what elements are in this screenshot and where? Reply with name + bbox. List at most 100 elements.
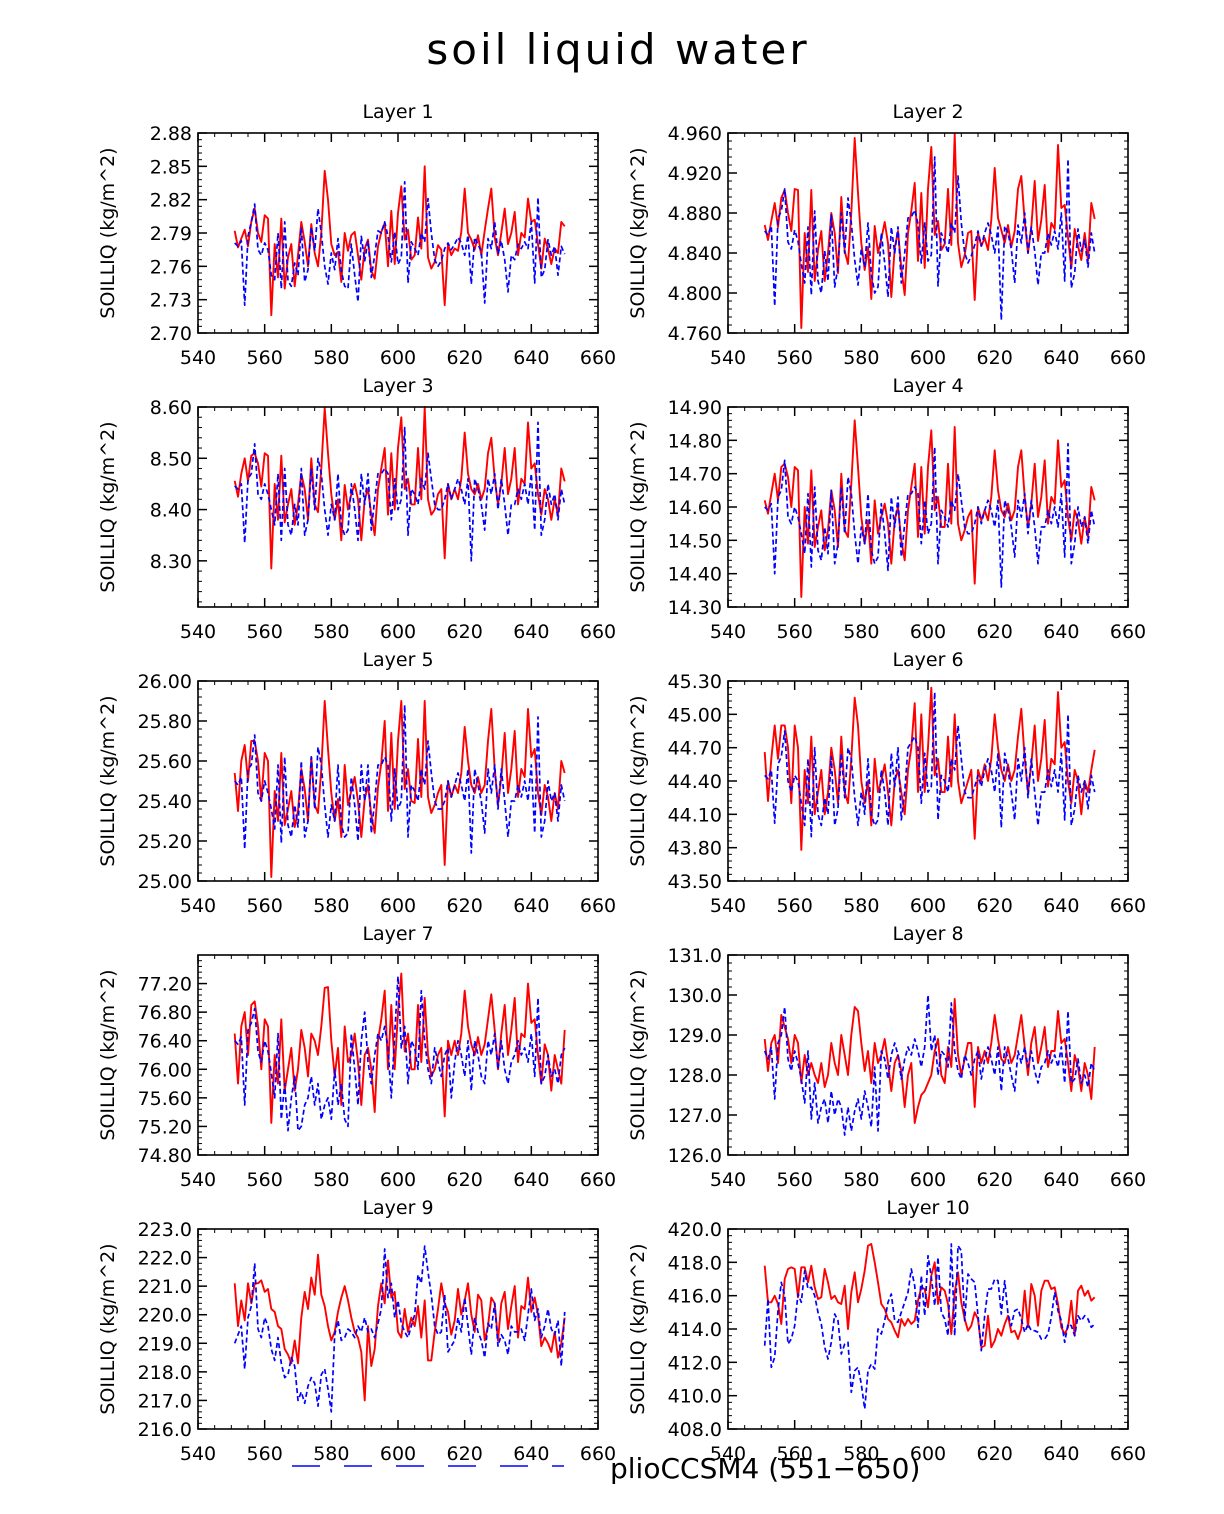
x-tick-label: 620 [977,1443,1013,1465]
y-tick-label: 8.60 [150,397,192,419]
panel-title: Layer 5 [362,649,433,671]
y-tick-label: 14.60 [668,497,722,519]
x-tick-label: 620 [447,1169,483,1191]
x-tick-label: 560 [777,347,813,369]
chart-panel-8: 540 560 580 600 620 640 660 126.0 127.0 128.0 129.… [627,923,1146,1191]
x-tick-label: 560 [247,621,283,643]
y-tick-label: 14.80 [668,430,722,452]
series-line-red [233,406,566,570]
x-tick-label: 580 [313,621,349,643]
x-tick-label: 580 [313,1169,349,1191]
x-tick-label: 640 [513,1169,549,1191]
series-line-blue [234,421,566,562]
x-tick-label: 620 [977,347,1013,369]
x-tick-label: 640 [513,621,549,643]
figure-title: soil liquid water [426,25,809,74]
x-tick-label: 540 [710,895,746,917]
series-line-blue [764,156,1096,321]
x-tick-label: 540 [710,1169,746,1191]
panel-title: Layer 6 [892,649,963,671]
x-tick-label: 600 [910,347,946,369]
x-tick-label: 560 [777,1169,813,1191]
series-line-blue [764,691,1096,838]
x-tick-label: 600 [910,1443,946,1465]
plot-frame [727,680,1129,882]
x-tick-label: 600 [380,895,416,917]
y-tick-label: 43.50 [668,871,722,893]
x-tick-label: 640 [1043,621,1079,643]
y-tick-label: 4.960 [668,123,722,145]
x-tick-label: 660 [580,895,616,917]
chart-panel-2: 540 560 580 600 620 640 660 4.760 4.800 4.840 4.88… [627,101,1146,369]
chart-panel-10: 540 560 580 600 620 640 660 408.0 410.0 412.0 414.… [627,1197,1146,1465]
series-line-red [233,165,566,317]
x-tick-label: 560 [247,1169,283,1191]
y-tick-label: 418.0 [668,1252,722,1274]
y-tick-label: 8.30 [150,551,192,573]
panel-title: Layer 9 [362,1197,433,1219]
chart-panel-7: 540 560 580 600 620 640 660 74.80 75.20 75.60 76.0… [97,923,616,1191]
x-tick-label: 540 [710,1443,746,1465]
x-tick-label: 660 [1110,1443,1146,1465]
y-tick-label: 219.0 [138,1333,192,1355]
plot-frame [727,1228,1129,1430]
x-tick-label: 640 [1043,1169,1079,1191]
x-tick-label: 540 [180,895,216,917]
x-tick-label: 660 [1110,621,1146,643]
y-tick-label: 44.70 [668,738,722,760]
y-tick-label: 414.0 [668,1319,722,1341]
y-tick-label: 4.760 [668,323,722,345]
x-tick-label: 580 [843,347,879,369]
x-tick-label: 660 [580,1169,616,1191]
y-tick-label: 4.920 [668,163,722,185]
x-tick-label: 640 [1043,895,1079,917]
y-tick-label: 76.00 [138,1059,192,1081]
y-axis-label: SOILLIQ (kg/m^2) [97,147,119,318]
y-axis-label: SOILLIQ (kg/m^2) [627,147,649,318]
x-tick-label: 580 [843,895,879,917]
y-tick-label: 4.880 [668,203,722,225]
y-axis-label: SOILLIQ (kg/m^2) [97,969,119,1140]
x-tick-label: 620 [977,621,1013,643]
chart-panel-6: 540 560 580 600 620 640 660 43.50 43.80 44.10 44.4… [627,649,1146,917]
y-tick-label: 223.0 [138,1219,192,1241]
x-tick-label: 660 [1110,1169,1146,1191]
x-tick-label: 540 [180,621,216,643]
y-tick-label: 25.00 [138,871,192,893]
plot-frame [197,680,599,882]
x-tick-label: 620 [977,895,1013,917]
x-tick-label: 600 [380,347,416,369]
y-tick-label: 25.20 [138,831,192,853]
x-tick-label: 620 [447,895,483,917]
y-tick-label: 44.10 [668,804,722,826]
y-tick-label: 45.30 [668,671,722,693]
y-tick-label: 222.0 [138,1248,192,1270]
x-tick-label: 580 [313,347,349,369]
y-tick-label: 420.0 [668,1219,722,1241]
y-tick-label: 25.80 [138,711,192,733]
series-line-red [233,700,566,878]
x-tick-label: 600 [380,1169,416,1191]
x-tick-label: 660 [1110,347,1146,369]
series-line-red [763,133,1096,329]
y-tick-label: 410.0 [668,1386,722,1408]
chart-panel-9: 540 560 580 600 620 640 660 216.0 217.0 218.0 219.… [97,1197,616,1465]
y-tick-label: 129.0 [668,1025,722,1047]
y-tick-label: 26.00 [138,671,192,693]
series-line-red [763,686,1096,851]
series-line-blue [763,1243,1096,1410]
panel-title: Layer 2 [892,101,963,123]
plot-frame [727,406,1129,608]
y-tick-label: 77.20 [138,974,192,996]
series-line-blue [234,704,566,854]
y-tick-label: 2.82 [150,190,192,212]
y-tick-label: 45.00 [668,704,722,726]
x-tick-label: 640 [513,895,549,917]
legend: plioCCSM4 (551−650) [292,1452,920,1485]
series-line-blue [763,994,1096,1136]
x-tick-label: 620 [977,1169,1013,1191]
panel-title: Layer 3 [362,375,433,397]
y-tick-label: 4.800 [668,283,722,305]
chart-panel-1: 540 560 580 600 620 640 660 2.70 2.73 2.76 2.79 2.8… [97,101,616,369]
